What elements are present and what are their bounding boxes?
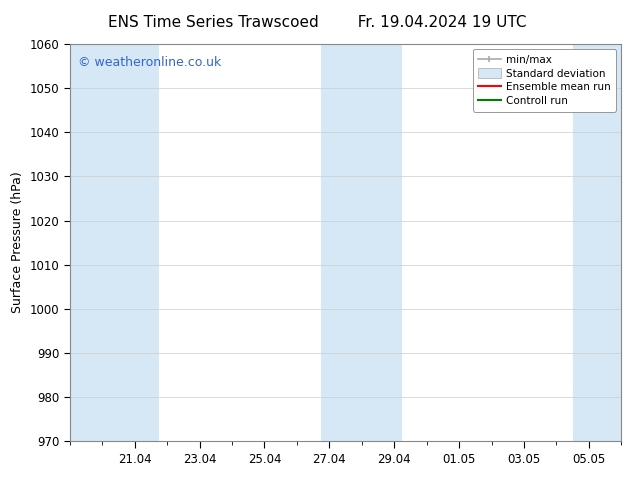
Text: ENS Time Series Trawscoed        Fr. 19.04.2024 19 UTC: ENS Time Series Trawscoed Fr. 19.04.2024… <box>108 15 526 30</box>
Bar <box>70 44 159 441</box>
Text: © weatheronline.co.uk: © weatheronline.co.uk <box>78 56 221 69</box>
Bar <box>321 44 403 441</box>
Y-axis label: Surface Pressure (hPa): Surface Pressure (hPa) <box>11 172 24 314</box>
Bar <box>573 44 621 441</box>
Legend: min/max, Standard deviation, Ensemble mean run, Controll run: min/max, Standard deviation, Ensemble me… <box>473 49 616 112</box>
